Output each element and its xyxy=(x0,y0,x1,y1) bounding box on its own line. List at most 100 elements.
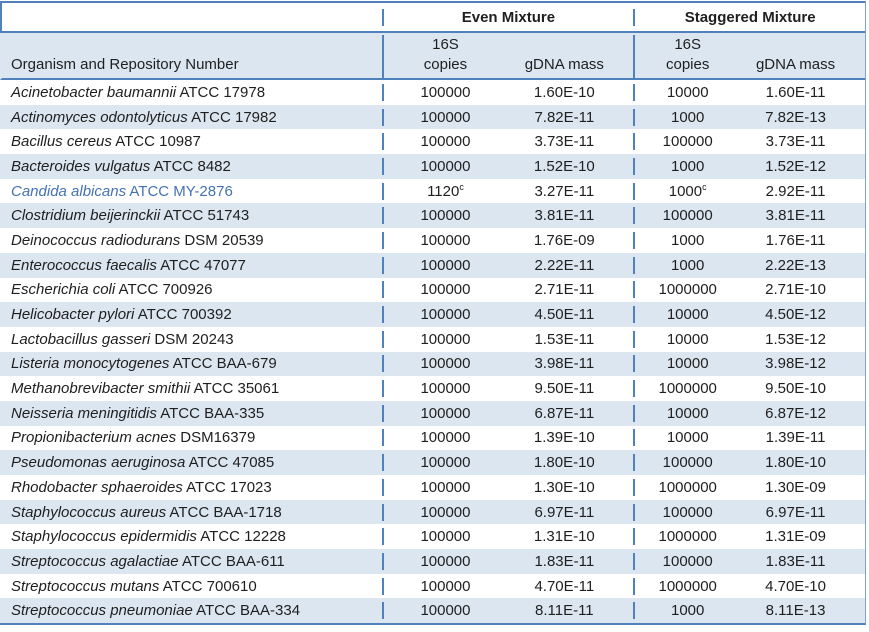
organism-cell: Rhodobacter sphaeroides ATCC 17023 xyxy=(11,478,272,496)
table-row: Neisseria meningitidis ATCC BAA-335 10000… xyxy=(0,400,865,426)
staggered-gdna-mass-cell: 1.39E-11 xyxy=(765,429,826,447)
table-row: Streptococcus agalactiae ATCC BAA-611 100… xyxy=(0,549,865,574)
staggered-gdna-mass-cell: 7.82E-13 xyxy=(765,108,826,126)
table-body: Acinetobacter baumannii ATCC 17978 100000… xyxy=(0,80,865,624)
even-gdna-mass-cell: 1.31E-10 xyxy=(533,528,595,546)
staggered-16s-copies-cell: 10000 xyxy=(633,306,746,324)
staggered-16s-copies-cell: 10000 xyxy=(633,83,746,101)
organism-cell: Actinomyces odontolyticus ATCC 17982 xyxy=(11,108,277,126)
organism-cell: Escherichia coli ATCC 700926 xyxy=(11,281,213,299)
even-gdna-mass-cell: 1.60E-10 xyxy=(533,83,595,101)
even-gdna-mass-cell: 1.30E-10 xyxy=(533,478,595,496)
staggered-gdna-mass-cell: 2.22E-13 xyxy=(765,256,826,274)
staggered-16s-copies-cell: 1000000 xyxy=(633,281,746,299)
staggered-16s-copies-cell: 100000 xyxy=(633,454,746,472)
even-16s-copies-cell: 100000 xyxy=(381,207,508,225)
organism-cell: Staphylococcus epidermidis ATCC 12228 xyxy=(11,528,286,546)
organism-cell: Lactobacillus gasseri DSM 20243 xyxy=(11,330,234,348)
staggered-16s-copies-cell: 10000 xyxy=(633,355,746,373)
even-16s-label: 16S xyxy=(432,36,459,53)
staggered-16s-copies-cell: 100000 xyxy=(633,552,746,570)
even-16s-copies-cell: 100000 xyxy=(381,108,508,126)
even-16s-copies-cell: 100000 xyxy=(381,83,508,101)
staggered-16s-copies-cell: 1000 xyxy=(633,602,746,620)
staggered-gdna-mass-cell: 1.60E-11 xyxy=(765,83,826,101)
staggered-gdna-mass-cell: 1.83E-11 xyxy=(765,552,826,570)
even-gdna-mass-cell: 8.11E-11 xyxy=(534,602,594,620)
table-row: Deinococcus radiodurans DSM 20539 100000 1… xyxy=(0,228,865,253)
organism-cell: Neisseria meningitidis ATCC BAA-335 xyxy=(11,404,265,422)
staggered-gdna-mass-cell: 4.50E-12 xyxy=(765,306,826,324)
even-gdna-mass-cell: 7.82E-11 xyxy=(534,108,595,126)
organism-cell: Streptococcus agalactiae ATCC BAA-611 xyxy=(11,552,285,570)
even-gdna-mass-cell: 1.53E-11 xyxy=(534,330,595,348)
staggered-16s-copies-cell: 1000 xyxy=(633,157,746,175)
even-mixture-header: Even Mixture xyxy=(381,8,634,26)
staggered-gdna-mass-cell: 2.71E-10 xyxy=(765,281,826,299)
organism-cell: Candida albicans ATCC MY-2876 xyxy=(11,182,233,200)
even-gdna-mass-cell: 3.27E-11 xyxy=(534,182,595,200)
organism-cell: Acinetobacter baumannii ATCC 17978 xyxy=(11,83,266,101)
even-gdna-mass-cell: 3.98E-11 xyxy=(534,355,595,373)
staggered-gdna-mass-cell: 1.30E-09 xyxy=(765,478,826,496)
organism-cell: Streptococcus pneumoniae ATCC BAA-334 xyxy=(11,602,301,620)
even-16s-copies-cell: 100000 xyxy=(381,429,508,447)
table-row: Bacillus cereus ATCC 10987 100000 3.73E-11… xyxy=(0,129,865,155)
table-row: Enterococcus faecalis ATCC 47077 100000 2.… xyxy=(0,252,865,278)
staggered-16s-copies-cell: 100000 xyxy=(633,133,746,151)
organism-cell: Bacteroides vulgatus ATCC 8482 xyxy=(11,157,231,175)
even-16s-copies-cell: 1120c xyxy=(381,182,508,200)
organism-cell: Pseudomonas aeruginosa ATCC 47085 xyxy=(11,454,275,472)
table-row: Candida albicans ATCC MY-2876 1120c 3.27E-… xyxy=(0,178,865,204)
staggered-16s-copies-cell: 10000 xyxy=(633,404,746,422)
table-row: Clostridium beijerinckii ATCC 51743 10000… xyxy=(0,203,865,229)
staggered-gdna-mass-cell: 1.53E-12 xyxy=(765,330,826,348)
even-gdna-mass-cell: 1.52E-10 xyxy=(533,157,595,175)
table-row: Bacteroides vulgatus ATCC 8482 100000 1.52… xyxy=(0,154,865,179)
even-16s-copies-cell: 100000 xyxy=(381,478,508,496)
staggered-gdna-mass-cell: 4.70E-10 xyxy=(765,577,826,595)
organism-cell: Deinococcus radiodurans DSM 20539 xyxy=(11,231,264,249)
even-gdna-mass-cell: 3.81E-11 xyxy=(534,207,595,225)
staggered-16s-copies-cell: 1000 xyxy=(633,108,746,126)
organism-cell: Enterococcus faecalis ATCC 47077 xyxy=(11,256,246,274)
even-16s-copies-cell: 100000 xyxy=(381,281,508,299)
staggered-16s-copies-cell: 1000 xyxy=(633,231,746,249)
table-row: Listeria monocytogenes ATCC BAA-679 10000… xyxy=(0,351,865,377)
even-gdna-mass-cell: 1.39E-10 xyxy=(533,429,595,447)
organism-column-header: Organism and Repository Number xyxy=(11,56,239,73)
staggered-16s-copies-cell: 100000 xyxy=(633,503,746,521)
staggered-gdna-mass-cell: 3.81E-11 xyxy=(765,207,826,225)
staggered-gdna-mass-cell: 9.50E-10 xyxy=(765,380,826,398)
staggered-16s-copies-cell: 1000000 xyxy=(633,528,746,546)
even-gdna-mass-cell: 1.76E-09 xyxy=(533,231,595,249)
staggered-gdna-mass-cell: 1.76E-11 xyxy=(765,231,826,249)
even-gdna-mass-cell: 4.70E-11 xyxy=(534,577,595,595)
staggered-16s-copies-cell: 1000000 xyxy=(633,577,746,595)
even-16s-copies-cell: 100000 xyxy=(381,306,508,324)
table-row: Rhodobacter sphaeroides ATCC 17023 100000… xyxy=(0,475,865,500)
staggered-16s-copies-cell: 100000 xyxy=(633,207,746,225)
table-row: Escherichia coli ATCC 700926 100000 2.71E-… xyxy=(0,277,865,303)
table-row: Staphylococcus epidermidis ATCC 12228 100… xyxy=(0,524,865,550)
staggered-gdna-mass-cell: 1.31E-09 xyxy=(765,528,826,546)
even-gdna-mass-cell: 2.71E-11 xyxy=(534,281,595,299)
organism-cell: Streptococcus mutans ATCC 700610 xyxy=(11,577,257,595)
organism-cell: Staphylococcus aureus ATCC BAA-1718 xyxy=(11,503,282,521)
staggered-16s-copies-cell: 1000000 xyxy=(633,478,746,496)
even-16s-copies-cell: 100000 xyxy=(381,231,508,249)
even-16s-copies-cell: 100000 xyxy=(381,602,508,620)
staggered-copies-label: copies xyxy=(666,56,710,73)
staggered-gdna-mass-cell: 6.97E-11 xyxy=(765,503,826,521)
even-16s-copies-cell: 100000 xyxy=(381,552,508,570)
staggered-16s-copies-cell: 10000 xyxy=(633,429,746,447)
table-row: Propionibacterium acnes DSM16379 100000 1.… xyxy=(0,425,865,451)
even-16s-copies-cell: 100000 xyxy=(381,256,508,274)
table-row: Streptococcus mutans ATCC 700610 100000 4.… xyxy=(0,573,865,599)
table-row: Helicobacter pylori ATCC 700392 100000 4.5… xyxy=(0,302,865,327)
table-row: Pseudomonas aeruginosa ATCC 47085 100000 1… xyxy=(0,450,865,475)
table-row: Staphylococcus aureus ATCC BAA-1718 10000… xyxy=(0,499,865,525)
staggered-gdna-mass-cell: 1.52E-12 xyxy=(765,157,826,175)
